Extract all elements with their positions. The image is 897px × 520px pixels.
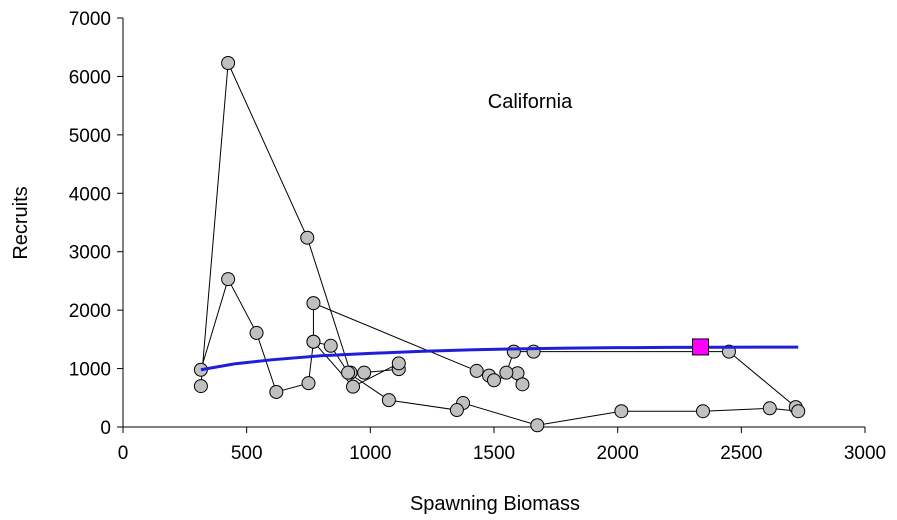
data-point — [301, 376, 316, 391]
data-point — [306, 296, 321, 311]
data-point — [346, 379, 361, 394]
x-tick-label: 1000 — [349, 443, 391, 464]
x-tick-label: 1500 — [473, 443, 515, 464]
data-point — [249, 325, 264, 340]
data-point — [323, 338, 338, 353]
data-point — [449, 403, 464, 418]
x-tick-label: 2000 — [597, 443, 639, 464]
x-tick-label: 500 — [231, 443, 263, 464]
y-tick-label: 0 — [100, 418, 111, 439]
y-axis-title: Recruits — [10, 186, 32, 259]
data-point — [791, 404, 806, 419]
plot-marks — [193, 55, 806, 433]
y-tick-label: 1000 — [69, 360, 111, 381]
x-axis-title: Spawning Biomass — [410, 493, 580, 515]
data-point — [506, 344, 521, 359]
x-tick-label: 3000 — [844, 443, 886, 464]
y-tick-label: 3000 — [69, 243, 111, 264]
data-point — [487, 373, 501, 388]
data-point — [221, 272, 236, 287]
data-point — [530, 418, 545, 433]
data-point — [193, 379, 208, 394]
data-point — [499, 365, 514, 380]
y-tick-label: 5000 — [69, 126, 111, 147]
tick-labels: 0 1000 2000 3000 4000 5000 6000 7000 0 500 1000 150… — [69, 9, 886, 464]
data-point — [306, 334, 321, 349]
highlight-square-point — [692, 338, 710, 356]
data-point — [762, 401, 777, 416]
y-tick-label: 7000 — [69, 9, 111, 30]
data-point — [695, 404, 710, 419]
data-point — [221, 55, 236, 70]
axes — [117, 17, 866, 433]
trajectory-line — [200, 61, 800, 426]
y-tick-label: 4000 — [69, 184, 111, 205]
data-point — [391, 356, 406, 371]
data-point — [300, 230, 315, 245]
y-tick-label: 6000 — [69, 67, 111, 88]
y-tick-label: 2000 — [69, 301, 111, 322]
data-point — [515, 377, 530, 392]
data-point — [614, 404, 629, 419]
region-annotation: California — [488, 91, 573, 113]
data-point — [469, 363, 484, 378]
x-tick-label: 0 — [118, 443, 129, 464]
data-point — [357, 365, 372, 380]
data-point — [381, 393, 396, 408]
data-point — [269, 384, 284, 399]
x-tick-label: 2500 — [720, 443, 762, 464]
data-point — [341, 365, 356, 380]
